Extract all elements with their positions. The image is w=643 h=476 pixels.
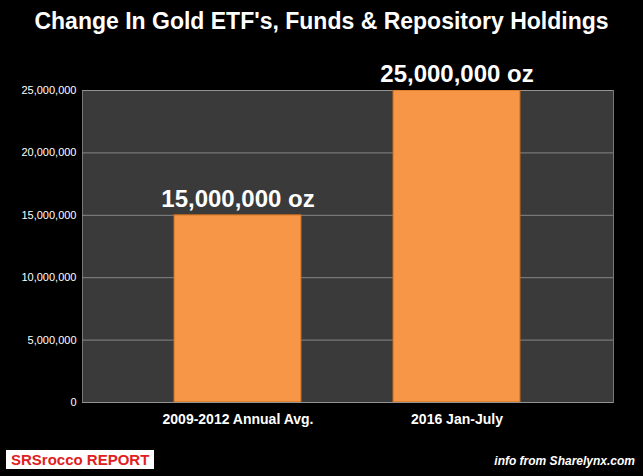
html-text:SRSrocco REPORT: SRSrocco REPORT	[11, 451, 150, 468]
svg-text:20,000,000: 20,000,000	[21, 146, 76, 158]
svg-text:2009-2012 Annual Avg.: 2009-2012 Annual Avg.	[163, 411, 314, 427]
svg-text:15,000,000 oz: 15,000,000 oz	[161, 185, 314, 212]
html-text:Change In Gold ETF's, Funds &: Change In Gold ETF's, Funds & Repository…	[34, 8, 609, 34]
svg-text:25,000,000 oz: 25,000,000 oz	[380, 60, 533, 87]
svg-text:15,000,000: 15,000,000	[21, 209, 76, 221]
svg-text:2016 Jan-July: 2016 Jan-July	[411, 411, 503, 427]
html-text:info from Sharelynx.com: info from Sharelynx.com	[494, 454, 635, 468]
svg-text:0: 0	[70, 396, 76, 408]
svg-text:25,000,000: 25,000,000	[21, 84, 76, 96]
svg-text:5,000,000: 5,000,000	[28, 334, 77, 346]
svg-text:10,000,000: 10,000,000	[21, 271, 76, 283]
